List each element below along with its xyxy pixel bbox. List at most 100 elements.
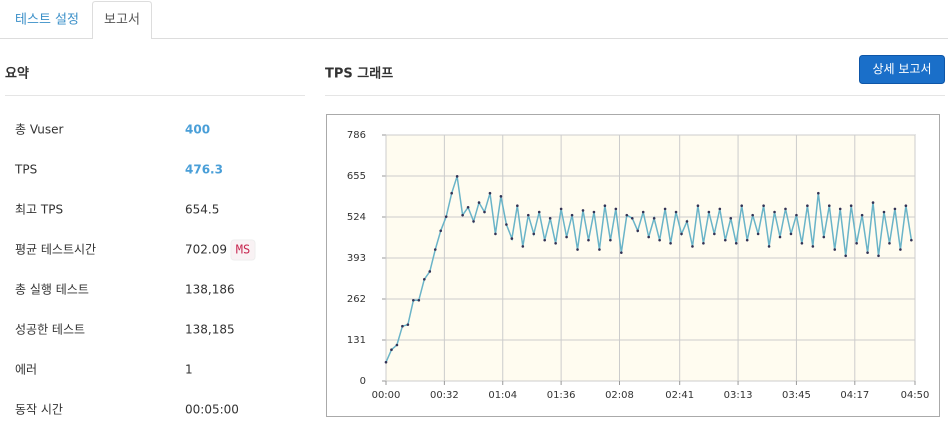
point bbox=[658, 238, 661, 242]
point bbox=[893, 207, 897, 211]
row-value: 1 bbox=[185, 363, 193, 377]
point bbox=[390, 348, 393, 352]
point bbox=[811, 245, 815, 248]
point bbox=[532, 232, 536, 236]
point bbox=[439, 229, 443, 233]
y-tick-label: 655 bbox=[347, 171, 366, 182]
row-label: 에러 bbox=[15, 363, 37, 377]
point bbox=[860, 213, 864, 217]
point bbox=[844, 254, 847, 258]
point bbox=[762, 204, 765, 208]
point bbox=[581, 209, 585, 212]
point bbox=[899, 248, 902, 251]
point bbox=[871, 201, 875, 204]
y-tick-label: 262 bbox=[347, 294, 366, 305]
point bbox=[417, 298, 421, 302]
point bbox=[614, 207, 618, 211]
point bbox=[734, 241, 738, 245]
point bbox=[406, 323, 410, 326]
point bbox=[784, 207, 787, 211]
point bbox=[625, 213, 629, 217]
point bbox=[691, 245, 694, 248]
point bbox=[554, 241, 557, 245]
active-tab-cover bbox=[93, 36, 151, 40]
point bbox=[882, 210, 886, 214]
tab[interactable]: 보고서 bbox=[104, 13, 140, 28]
point bbox=[713, 232, 716, 236]
point bbox=[587, 238, 590, 242]
point bbox=[838, 207, 842, 211]
x-tick-label: 01:04 bbox=[488, 390, 517, 401]
point bbox=[559, 207, 563, 211]
point bbox=[904, 204, 908, 208]
point bbox=[444, 215, 448, 218]
point bbox=[510, 237, 514, 240]
row-value: 476.3 bbox=[185, 163, 223, 177]
point bbox=[472, 220, 475, 223]
x-tick-label: 03:45 bbox=[782, 390, 811, 401]
point bbox=[526, 213, 530, 217]
point bbox=[505, 223, 508, 226]
point bbox=[729, 216, 733, 220]
x-tick-label: 00:32 bbox=[430, 390, 459, 401]
tab[interactable]: 테스트 설정 bbox=[15, 13, 79, 28]
y-tick-label: 393 bbox=[347, 253, 366, 264]
point bbox=[543, 238, 546, 242]
row-label: 총 실행 테스트 bbox=[15, 282, 89, 297]
row-value: 702.09 bbox=[185, 243, 227, 257]
point bbox=[412, 298, 415, 302]
point bbox=[570, 213, 574, 217]
point bbox=[674, 210, 678, 214]
point bbox=[516, 204, 519, 208]
point bbox=[647, 235, 650, 239]
report-button-label[interactable]: 상세 보고서 bbox=[872, 62, 931, 76]
point bbox=[696, 204, 700, 208]
point bbox=[450, 191, 453, 195]
point bbox=[778, 235, 782, 239]
report-button[interactable] bbox=[859, 55, 945, 84]
unit-badge bbox=[230, 239, 256, 261]
point bbox=[827, 204, 831, 208]
point bbox=[702, 241, 705, 245]
point bbox=[630, 216, 634, 220]
point bbox=[477, 201, 481, 204]
summary-rows: 총 Vuser 400 TPS 476.3 최고 TPS 654.5 평균 테스트시간 702… bbox=[14, 123, 256, 417]
point bbox=[636, 229, 640, 233]
point bbox=[384, 360, 388, 364]
point bbox=[751, 213, 754, 217]
point bbox=[745, 238, 749, 242]
point bbox=[707, 210, 711, 214]
point bbox=[669, 241, 672, 245]
row-label: 총 Vuser bbox=[15, 123, 63, 137]
active-tab-border bbox=[92, 1, 152, 39]
row-value: 138,186 bbox=[185, 283, 235, 297]
x-tick-label: 03:13 bbox=[724, 390, 753, 401]
x-tick-label: 04:17 bbox=[840, 390, 869, 401]
point bbox=[592, 210, 596, 214]
unit: MS bbox=[236, 243, 250, 257]
point bbox=[548, 216, 552, 220]
x-tick-label: 01:36 bbox=[547, 390, 576, 401]
row-label: 최고 TPS bbox=[15, 203, 63, 217]
row-value: 400 bbox=[185, 123, 210, 137]
row-value: 00:05:00 bbox=[185, 403, 239, 417]
point bbox=[499, 195, 503, 198]
row-label: 평균 테스트시간 bbox=[15, 243, 96, 257]
point bbox=[401, 324, 404, 328]
point bbox=[576, 248, 579, 251]
point bbox=[740, 204, 744, 208]
point bbox=[641, 210, 645, 214]
point bbox=[663, 207, 667, 211]
point bbox=[723, 238, 727, 242]
point bbox=[806, 204, 809, 208]
point bbox=[423, 277, 426, 281]
point bbox=[773, 210, 776, 214]
point bbox=[494, 232, 497, 236]
point bbox=[652, 216, 656, 220]
point bbox=[609, 238, 612, 242]
point bbox=[789, 232, 793, 236]
point bbox=[537, 210, 541, 214]
graph-title: TPS 그래프 bbox=[325, 67, 393, 82]
y-tick-label: 524 bbox=[347, 212, 366, 223]
